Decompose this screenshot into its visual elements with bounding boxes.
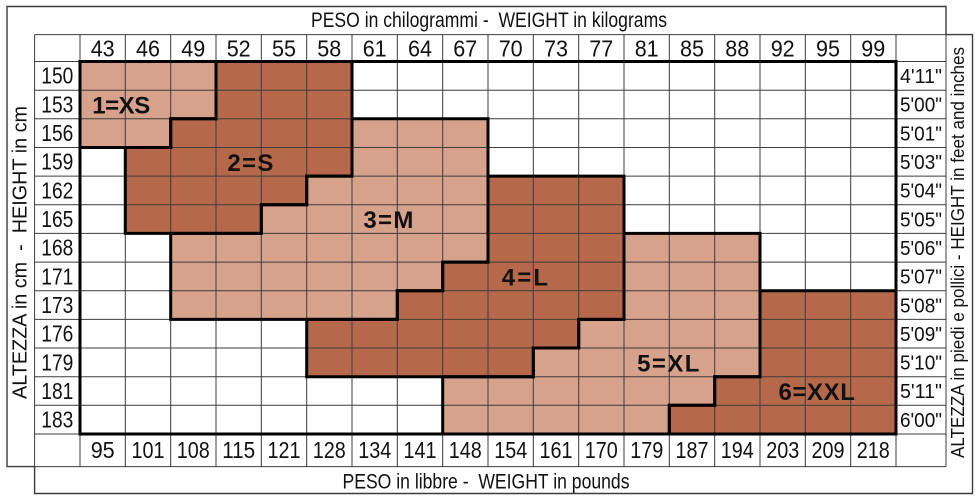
svg-text:134: 134 (358, 437, 391, 463)
svg-text:156: 156 (41, 120, 73, 146)
svg-text:209: 209 (812, 437, 845, 463)
svg-text:5'05": 5'05" (900, 209, 942, 231)
svg-text:115: 115 (222, 437, 255, 463)
svg-text:218: 218 (857, 437, 890, 463)
svg-text:5'00": 5'00" (900, 95, 942, 117)
svg-text:141: 141 (404, 437, 437, 463)
svg-text:43: 43 (91, 35, 115, 61)
svg-text:85: 85 (680, 35, 704, 61)
svg-text:PESO in libbre - WEIGHT in po: PESO in libbre - WEIGHT in pounds (343, 469, 630, 493)
svg-text:6=XXL: 6=XXL (779, 379, 856, 406)
svg-text:4=L: 4=L (502, 264, 550, 291)
svg-text:92: 92 (771, 35, 795, 61)
svg-text:ALTEZZA in piedi e pollici - H: ALTEZZA in piedi e pollici - HEIGHT in f… (947, 47, 968, 458)
svg-text:95: 95 (816, 35, 840, 61)
svg-text:108: 108 (177, 437, 210, 463)
svg-text:170: 170 (585, 437, 618, 463)
svg-text:150: 150 (41, 63, 73, 89)
svg-text:99: 99 (861, 35, 885, 61)
svg-text:162: 162 (41, 177, 73, 203)
svg-text:PESO in chilogrammi - WEIGHT: PESO in chilogrammi - WEIGHT in kilogram… (311, 8, 667, 32)
svg-text:67: 67 (453, 35, 477, 61)
svg-text:5'07": 5'07" (900, 267, 942, 289)
svg-text:55: 55 (272, 35, 296, 61)
svg-text:159: 159 (41, 149, 73, 175)
svg-text:148: 148 (449, 437, 482, 463)
svg-text:165: 165 (41, 206, 73, 232)
svg-text:128: 128 (313, 437, 346, 463)
svg-text:6'00": 6'00" (900, 410, 942, 432)
svg-text:181: 181 (41, 378, 73, 404)
svg-text:179: 179 (630, 437, 663, 463)
svg-text:ALTEZZA in cm - HEIGHT in cm: ALTEZZA in cm - HEIGHT in cm (10, 106, 32, 399)
svg-text:81: 81 (635, 35, 659, 61)
svg-text:5=XL: 5=XL (637, 350, 701, 377)
svg-text:101: 101 (132, 437, 165, 463)
svg-text:52: 52 (227, 35, 251, 61)
svg-text:88: 88 (725, 35, 749, 61)
svg-text:176: 176 (41, 321, 73, 347)
svg-text:2=S: 2=S (227, 150, 274, 177)
svg-text:5'09": 5'09" (900, 324, 942, 346)
svg-text:70: 70 (499, 35, 523, 61)
svg-text:5'06": 5'06" (900, 238, 942, 260)
svg-text:49: 49 (181, 35, 205, 61)
svg-text:3=M: 3=M (363, 207, 414, 234)
svg-text:183: 183 (41, 407, 73, 433)
svg-text:194: 194 (721, 437, 754, 463)
svg-text:5'11": 5'11" (900, 381, 942, 403)
svg-text:64: 64 (408, 35, 432, 61)
svg-text:77: 77 (589, 35, 613, 61)
svg-text:61: 61 (363, 35, 387, 61)
svg-text:173: 173 (41, 292, 73, 318)
svg-text:4'11": 4'11" (900, 66, 942, 88)
svg-text:154: 154 (494, 437, 527, 463)
svg-text:58: 58 (317, 35, 341, 61)
svg-text:5'03": 5'03" (900, 152, 942, 174)
svg-text:168: 168 (41, 235, 73, 261)
svg-text:203: 203 (766, 437, 799, 463)
svg-text:1=XS: 1=XS (92, 93, 150, 120)
svg-text:5'10": 5'10" (900, 353, 942, 375)
svg-text:46: 46 (136, 35, 160, 61)
svg-text:171: 171 (41, 263, 73, 289)
svg-text:161: 161 (540, 437, 573, 463)
svg-text:121: 121 (268, 437, 301, 463)
svg-text:73: 73 (544, 35, 568, 61)
svg-text:179: 179 (41, 349, 73, 375)
svg-text:5'04": 5'04" (900, 181, 942, 203)
svg-text:95: 95 (91, 437, 115, 463)
svg-text:153: 153 (41, 91, 73, 117)
svg-text:5'01": 5'01" (900, 123, 942, 145)
svg-text:5'08": 5'08" (900, 295, 942, 317)
svg-text:187: 187 (676, 437, 709, 463)
